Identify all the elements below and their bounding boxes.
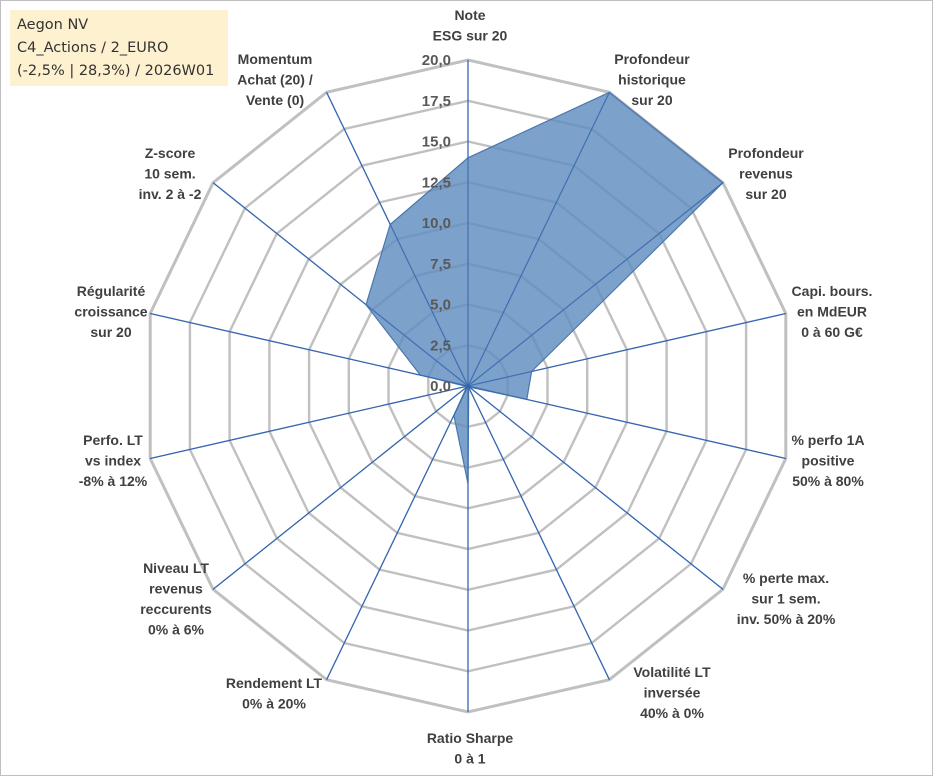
axis-label: Niveau LT revenus reccurents 0% à 6% — [140, 560, 212, 638]
radar-series — [150, 60, 786, 712]
axis-spoke-overlay — [326, 385, 469, 680]
axis-spoke-overlay — [467, 92, 610, 387]
tick-label: 5,0 — [430, 297, 451, 314]
axis-label: Z-score 10 sem. inv. 2 à -2 — [139, 145, 202, 202]
axis-label: Momentum Achat (20) / Vente (0) — [237, 51, 313, 108]
axis-spoke-overlay — [467, 313, 786, 387]
tick-label: 7,5 — [430, 256, 451, 273]
radar-axis-labels: Note ESG sur 20 Profondeur historique sur 20… — [74, 7, 872, 767]
chart-title-box: Aegon NV C4_Actions / 2_EURO (-2,5% | 28… — [10, 10, 228, 86]
axis-label: Perfo. LT vs index -8% à 12% — [79, 432, 148, 489]
axis-spoke-overlay — [150, 385, 469, 459]
axis-spoke-overlay — [467, 385, 786, 459]
title-category: C4_Actions / 2_EURO — [17, 40, 169, 56]
tick-label: 17,5 — [422, 93, 451, 110]
title-range-week: (-2,5% | 28,3%) / 2026W01 — [17, 63, 215, 79]
axis-label: Rendement LT 0% à 20% — [226, 675, 323, 712]
axis-spoke-overlay — [467, 385, 724, 590]
tick-label: 10,0 — [422, 215, 451, 232]
tick-label: 12,5 — [422, 174, 451, 191]
axis-label: Volatilité LT inversée 40% à 0% — [633, 664, 711, 721]
axis-label: Ratio Sharpe 0 à 1 — [427, 730, 514, 767]
axis-spoke-overlay — [467, 385, 610, 680]
title-company: Aegon NV — [17, 17, 89, 33]
tick-label: 0,0 — [430, 378, 451, 395]
axis-spoke-overlay — [467, 182, 724, 387]
axis-label: Régularité croissance sur 20 — [74, 283, 147, 340]
axis-spoke-overlay — [212, 385, 469, 590]
axis-spoke-overlay — [150, 313, 469, 387]
radar-tick-labels: 0,0 2,5 5,0 7,5 10,0 12,5 15,0 17,5 20,0 — [422, 52, 451, 395]
tick-label: 15,0 — [422, 134, 451, 151]
axis-label: Capi. bours. en MdEUR 0 à 60 G€ — [792, 283, 873, 340]
axis-label: Profondeur revenus sur 20 — [728, 145, 804, 202]
axis-label: Note ESG sur 20 — [433, 7, 508, 44]
tick-label: 2,5 — [430, 337, 451, 354]
axis-spoke-overlay — [212, 182, 469, 387]
axis-label: Profondeur historique sur 20 — [614, 51, 690, 108]
axis-spoke-overlay — [326, 92, 469, 387]
axis-label: % perfo 1A positive 50% à 80% — [791, 432, 864, 489]
tick-label: 20,0 — [422, 52, 451, 69]
axis-label: % perte max. sur 1 sem. inv. 50% à 20% — [737, 570, 836, 627]
